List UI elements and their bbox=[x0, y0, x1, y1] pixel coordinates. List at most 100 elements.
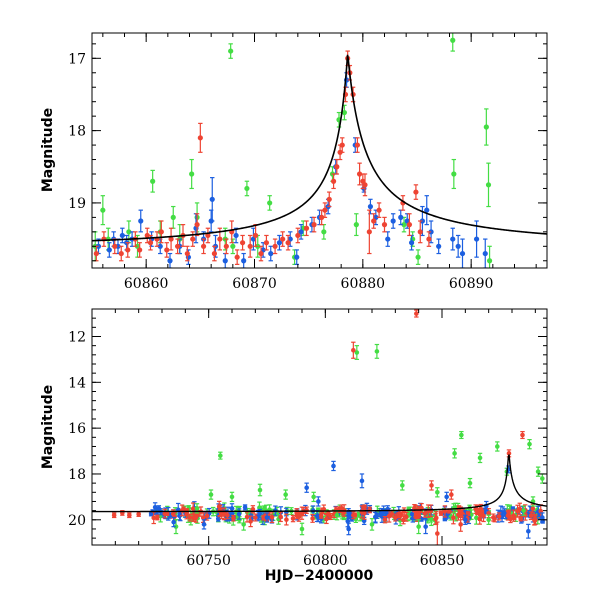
data-point-r bbox=[285, 234, 291, 251]
data-point-g bbox=[451, 158, 457, 190]
data-point-r bbox=[381, 216, 388, 233]
y-tick-label: 14 bbox=[68, 375, 86, 391]
bottom-y-axis-label: Magnitude bbox=[40, 385, 56, 469]
data-point-b bbox=[423, 519, 428, 535]
data-point-r bbox=[197, 122, 203, 153]
data-point-b bbox=[473, 220, 480, 258]
data-point-r bbox=[435, 521, 440, 545]
data-point-r bbox=[221, 507, 227, 521]
data-point-g bbox=[450, 33, 456, 52]
data-point-r bbox=[280, 231, 286, 247]
data-point-r bbox=[200, 238, 207, 255]
data-point-r bbox=[303, 220, 310, 237]
data-point-r bbox=[325, 510, 331, 517]
data-point-r bbox=[319, 209, 325, 226]
data-point-b bbox=[385, 231, 391, 247]
data-point-b bbox=[390, 213, 396, 229]
data-point-b bbox=[359, 473, 365, 489]
bottom-panel-frame bbox=[91, 308, 548, 546]
data-point-b bbox=[209, 177, 215, 222]
data-point-b bbox=[455, 234, 461, 258]
data-point-r bbox=[362, 506, 367, 520]
data-point-r bbox=[310, 514, 315, 523]
data-point-r bbox=[295, 227, 301, 244]
data-point-r bbox=[429, 480, 434, 491]
data-point-r bbox=[184, 245, 190, 262]
data-point-b bbox=[138, 209, 144, 233]
data-point-r bbox=[382, 515, 388, 524]
data-point-b bbox=[502, 508, 507, 517]
data-point-b bbox=[119, 227, 125, 244]
data-point-g bbox=[244, 180, 250, 197]
x-tick-label: 60750 bbox=[186, 553, 231, 569]
data-point-r bbox=[376, 202, 382, 218]
data-point-b bbox=[526, 523, 531, 539]
data-point-r bbox=[247, 234, 253, 258]
data-point-r bbox=[438, 510, 444, 516]
data-point-r bbox=[433, 513, 438, 526]
data-point-r bbox=[137, 242, 143, 258]
data-point-b bbox=[444, 491, 449, 503]
data-point-g bbox=[374, 343, 380, 359]
y-tick-label: 20 bbox=[68, 513, 86, 529]
data-point-b bbox=[482, 238, 488, 268]
data-point-r bbox=[406, 213, 413, 237]
data-point-r bbox=[475, 508, 480, 515]
data-point-g bbox=[208, 489, 214, 500]
data-point-g bbox=[369, 518, 375, 531]
data-point-g bbox=[100, 195, 106, 226]
data-point-b bbox=[316, 496, 321, 507]
x-tick-label: 60870 bbox=[232, 276, 277, 292]
data-point-g bbox=[353, 213, 359, 237]
bottom-ticks: 60750 60800 60850 12 14 16 18 20 bbox=[68, 308, 547, 569]
data-point-r bbox=[111, 512, 117, 519]
data-point-b bbox=[171, 516, 176, 528]
data-point-g bbox=[267, 195, 273, 211]
data-point-r bbox=[511, 515, 517, 520]
data-point-b bbox=[236, 508, 242, 520]
data-point-r bbox=[413, 184, 419, 200]
bottom-model-curve bbox=[92, 454, 547, 513]
data-point-r bbox=[400, 195, 406, 211]
data-point-b bbox=[436, 238, 442, 255]
data-point-g bbox=[495, 441, 500, 452]
data-point-b bbox=[459, 238, 466, 268]
bottom-x-axis-label: HJD−2400000 bbox=[265, 568, 374, 584]
data-point-r bbox=[269, 511, 275, 524]
data-point-b bbox=[167, 252, 173, 268]
data-point-r bbox=[155, 514, 160, 521]
data-point-g bbox=[257, 483, 263, 497]
data-point-r bbox=[354, 137, 361, 153]
data-point-r bbox=[234, 249, 240, 265]
data-point-g bbox=[229, 491, 235, 503]
data-point-r bbox=[356, 162, 363, 186]
y-tick-label: 12 bbox=[68, 329, 86, 345]
data-point-g bbox=[228, 43, 234, 59]
x-tick-label: 60800 bbox=[303, 553, 348, 569]
y-tick-label: 18 bbox=[68, 467, 86, 483]
data-point-g bbox=[311, 491, 316, 503]
data-point-g bbox=[218, 451, 223, 460]
data-point-g bbox=[477, 452, 483, 464]
top-y-axis-label: Magnitude bbox=[40, 108, 56, 192]
data-point-r bbox=[187, 513, 193, 522]
data-point-r bbox=[136, 511, 141, 517]
data-point-r bbox=[311, 216, 317, 233]
x-tick-label: 60890 bbox=[449, 276, 494, 292]
data-point-r bbox=[505, 510, 511, 521]
data-point-r bbox=[174, 238, 181, 255]
data-point-r bbox=[456, 508, 461, 521]
data-point-r bbox=[449, 489, 454, 500]
data-point-g bbox=[527, 439, 532, 450]
data-point-g bbox=[150, 169, 156, 193]
x-tick-label: 60850 bbox=[420, 553, 465, 569]
y-tick-label: 18 bbox=[68, 124, 86, 140]
data-point-r bbox=[322, 202, 328, 218]
data-point-r bbox=[414, 309, 419, 318]
data-point-r bbox=[393, 513, 398, 522]
data-point-r bbox=[458, 516, 463, 532]
data-point-r bbox=[125, 242, 131, 258]
data-point-r bbox=[258, 245, 264, 262]
data-point-r bbox=[127, 512, 132, 519]
data-point-b bbox=[304, 482, 309, 493]
